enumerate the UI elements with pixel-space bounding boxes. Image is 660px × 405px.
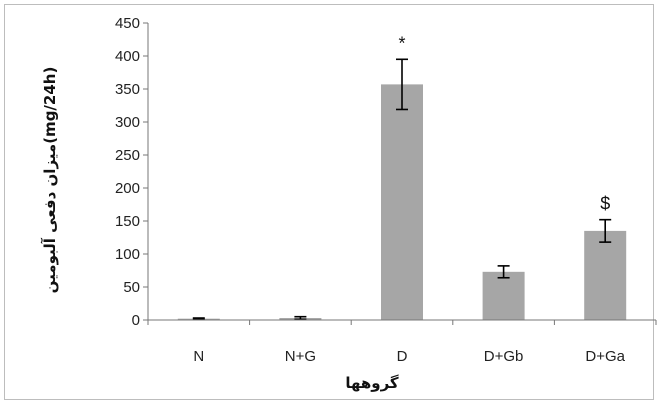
y-tick-label: 450 [115,15,140,32]
y-tick-label: 300 [115,114,140,131]
x-axis-labels: N N+G D D+Gb D+Ga [147,320,657,365]
bar-D+Gb [482,271,525,320]
error-bar [599,218,612,243]
y-tick-label: 150 [115,213,140,230]
y-tick-label: 50 [123,279,140,296]
y-tick-label: 0 [132,312,140,329]
y-tick-label: 200 [115,180,140,197]
x-category-label: D+Ga [585,348,625,365]
significance-marker: * [398,33,405,53]
x-category-label: N [193,348,204,365]
bar-D [381,84,423,320]
y-axis-title: میزان دفعی آلبومین(mg/24h) [41,67,59,294]
bar-D+Ga [584,230,627,320]
error-bar [396,58,408,111]
x-axis-title: گروهها [345,374,399,392]
error-bar [497,265,510,279]
y-tick-label: 100 [115,246,140,263]
y-axis-ticks: 0 50 100 150 200 250 300 350 400 450 [115,15,148,329]
y-tick-label: 400 [115,48,140,65]
y-tick-label: 350 [115,81,140,98]
y-tick-label: 250 [115,147,140,164]
x-category-label: D+Gb [484,348,524,365]
x-category-label: D [397,348,408,365]
significance-marker: $ [600,194,610,214]
error-bar [294,315,307,321]
chart-frame [4,4,654,400]
x-category-label: N+G [285,348,316,365]
error-bar [192,317,205,321]
bars: *$ [177,33,627,321]
